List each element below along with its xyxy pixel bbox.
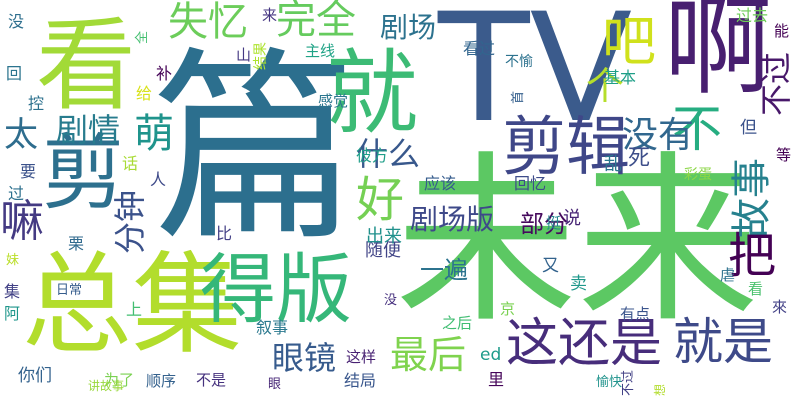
word-quan: 不愉 <box>505 54 533 70</box>
word-yinggai: 应该 <box>424 174 457 193</box>
word-yibian: 一遍 <box>420 256 468 284</box>
word-jiushi: 就是 <box>673 313 773 371</box>
word-shiyi: 失忆 <box>168 0 248 45</box>
word-tai: 太 <box>4 115 38 155</box>
word-suibian: 随便 <box>365 240 401 261</box>
word-gushi: 故事 <box>729 158 775 238</box>
word-zuihou: 最后 <box>390 333 467 377</box>
word-jianji: 剪辑 <box>502 111 630 185</box>
word-hui: 回 <box>6 64 23 83</box>
word-you: 又 <box>542 256 559 276</box>
word-ed: ed <box>480 345 502 365</box>
word-weile: 为了 <box>104 371 135 389</box>
word-richang: 日常 <box>56 283 83 298</box>
word-chulai: 出来 <box>366 226 402 247</box>
word-ting: 挺 <box>546 214 562 232</box>
word-mei2: 没 <box>384 293 398 308</box>
word-jiu: 就 <box>326 40 419 147</box>
word-juchang: 剧场 <box>380 11 437 44</box>
word-nimen: 你们 <box>18 366 52 386</box>
word-yanjing: 眼镜 <box>272 339 337 377</box>
word-jieguo: 想 <box>653 383 667 396</box>
word-ge: 个 <box>586 64 625 108</box>
word-nue: 虐 <box>720 266 736 284</box>
word-mei-mei: 妹 <box>6 253 20 268</box>
word-shan: 山 <box>236 46 252 64</box>
word-weilai: 未来 <box>395 135 759 347</box>
word-buguo-top: 不过 <box>757 51 795 116</box>
word-yukuai: 结果 <box>253 42 269 70</box>
word-shunxu: 顺序 <box>146 372 177 390</box>
word-jian-big: 剪 <box>42 126 125 221</box>
word-ji-left: 集 <box>4 282 21 301</box>
word-juchangban: 剧场版 <box>410 203 495 236</box>
word-deng: 等 <box>776 146 792 164</box>
word-bi: 比 <box>216 224 233 243</box>
word-li2: 里 <box>488 370 505 389</box>
word-bifang: 彼方 <box>356 146 389 165</box>
word-hao: 好 <box>356 172 405 228</box>
word-li: 栗 <box>68 234 85 253</box>
word-juqing: 剧情 <box>56 111 121 149</box>
word-luan: 乱 <box>604 154 622 175</box>
word-bu-small: 补 <box>156 64 173 83</box>
word-hua: 话 <box>122 154 139 173</box>
word-fenzhong: 分钟 <box>111 189 149 254</box>
word-tv: TV <box>438 0 633 156</box>
word-zhuxian: 主线 <box>305 42 336 60</box>
word-ba-right: 把 <box>728 228 777 284</box>
word-jiangshi: 首 <box>511 90 526 104</box>
word-buyu: 全 <box>135 30 150 44</box>
word-meiyou: 没有 <box>622 115 695 156</box>
word-kanguo: 看过 <box>463 39 496 58</box>
word-jing: 京 <box>500 300 516 318</box>
word-neng: 能 <box>774 22 790 40</box>
word-kan2: 看 <box>748 280 764 298</box>
word-yan: 眼 <box>268 377 282 392</box>
word-deban: 得版 <box>200 245 352 334</box>
word-a-left: 阿 <box>4 304 21 323</box>
word-shou: 愉快 <box>596 375 623 390</box>
word-caidan: 彩蛋 <box>684 167 712 183</box>
word-kan: 看 <box>36 7 136 124</box>
word-buguo2: 不过 <box>621 369 636 396</box>
word-pian: 篇 <box>152 31 357 269</box>
word-xiang: 讲故事 <box>88 379 125 393</box>
word-zhehaishi: 这还是 <box>506 314 663 374</box>
word-jieju: 结局 <box>344 371 377 390</box>
word-guoqu: 过去 <box>736 6 769 25</box>
word-ren: 人 <box>150 170 167 189</box>
word-zheyang: 这样 <box>346 348 377 366</box>
word-kong: 控 <box>28 94 45 113</box>
word-a: 啊 <box>664 0 773 110</box>
word-gei: 给 <box>136 84 153 103</box>
word-ma: 嘛 <box>0 196 44 247</box>
word-youdian: 有点 <box>620 305 651 323</box>
word-shang: 上 <box>126 300 143 319</box>
word-guo-left: 过 <box>8 184 25 203</box>
word-ba-top: 吧 <box>602 10 656 73</box>
word-lai: 来 <box>262 6 278 24</box>
word-mai: 卖 <box>570 274 587 294</box>
word-huiyi: 回忆 <box>514 174 547 193</box>
word-jiben: 基本 <box>604 68 637 87</box>
word-bufen: 部分 <box>520 210 568 238</box>
word-mei: 没 <box>8 12 25 31</box>
word-si: 死 <box>628 146 651 171</box>
word-shuo: 说 <box>563 208 581 229</box>
word-buishi: 不是 <box>196 371 227 389</box>
word-zongji: 总集 <box>22 241 242 369</box>
word-xushi: 叙事 <box>256 318 289 337</box>
word-lai2: 來 <box>772 298 788 316</box>
word-dan: 但 <box>740 118 757 138</box>
word-ganjue: 感觉 <box>318 92 349 110</box>
word-bu-right: 不 <box>672 100 722 158</box>
word-shenme: 什么 <box>356 135 421 173</box>
word-zhihou: 之后 <box>442 314 473 332</box>
word-wanquan: 完全 <box>276 0 356 43</box>
word-meng: 萌 <box>134 111 174 157</box>
word-yao: 要 <box>20 162 37 181</box>
